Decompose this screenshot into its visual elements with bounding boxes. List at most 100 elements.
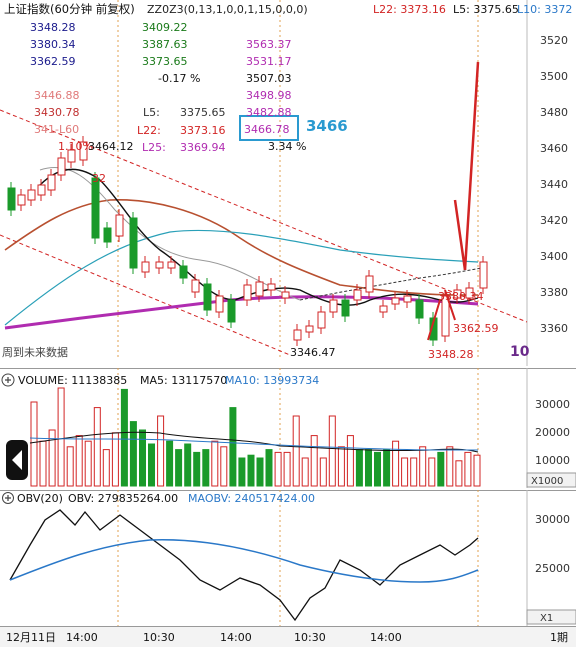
- volume-bar: [355, 449, 363, 487]
- volume-bar: [383, 449, 391, 487]
- ytick: 3380: [540, 286, 568, 299]
- volume-bar: [193, 451, 201, 487]
- faded-val: 3446.88: [34, 89, 80, 102]
- arrow-red-4: [444, 289, 456, 321]
- volume-bar: [301, 457, 309, 487]
- ytick: 3480: [540, 106, 568, 119]
- volume-bar: [102, 449, 110, 487]
- collapse-icon-glyph: [5, 495, 11, 501]
- x-label: 12月11日: [6, 631, 56, 644]
- candle-body: [57, 157, 66, 176]
- volume-bar: [419, 446, 427, 487]
- volume-bar: [274, 451, 282, 487]
- volume-bar: [446, 446, 454, 487]
- faded-val: 341-L60: [34, 123, 79, 136]
- candle-body: [353, 289, 362, 301]
- candle-body: [191, 279, 200, 293]
- col2-val: 3409.22: [142, 21, 188, 34]
- volume-bar: [129, 421, 137, 487]
- indicator-label[interactable]: ZZ0Z3(0,13,1,0,0,1,15,0,0,0): [147, 3, 308, 16]
- volume-bar: [175, 449, 183, 487]
- volume-bar: [310, 435, 318, 487]
- obv-label[interactable]: OBV(20): [17, 492, 63, 505]
- col3-val: 3482.88: [246, 106, 292, 119]
- vol-ytick: 20000: [535, 426, 570, 439]
- candle-body: [305, 325, 314, 333]
- candle-body: [379, 305, 388, 313]
- volume-ma5: MA5: 13117570: [140, 374, 227, 387]
- channel-lower-line: [0, 234, 291, 356]
- volume-bar: [319, 457, 327, 487]
- volume-bar: [410, 457, 418, 487]
- ma-gray-line: [39, 166, 301, 301]
- l25-value: 3369.94: [180, 141, 226, 154]
- volume-bar: [464, 451, 472, 487]
- future-data-label: 周到未来数据: [2, 345, 68, 359]
- candle-body: [479, 261, 488, 289]
- volume-bar: [428, 457, 436, 487]
- chart-title[interactable]: 上证指数(60分钟 前复权): [4, 2, 135, 16]
- volume-bar: [401, 457, 409, 487]
- ytick: 3360: [540, 322, 568, 335]
- ytick: 3400: [540, 250, 568, 263]
- obv-ytick: 25000: [535, 562, 570, 575]
- volume-panel: VOLUME: 11138385 MA5: 13117570 MA10: 139…: [0, 368, 576, 488]
- candle-body: [179, 265, 188, 279]
- col1-val: 3348.28: [30, 21, 76, 34]
- candle-body: [281, 291, 290, 299]
- arrow-red-1: [453, 199, 467, 271]
- channel-upper-line: [0, 109, 528, 323]
- l22-value: 3373.16: [180, 124, 226, 137]
- l5-value: 3375.65: [180, 106, 226, 119]
- volume-bar: [157, 415, 165, 487]
- volume-bar: [247, 454, 255, 487]
- x-label: 10:30: [294, 631, 326, 644]
- volume-bar: [265, 449, 273, 487]
- x-label: 14:00: [220, 631, 252, 644]
- low2-label: 3348.28: [428, 348, 474, 361]
- candle-body: [341, 299, 350, 317]
- pct-left: 1.10%: [58, 140, 93, 153]
- volume-bar: [57, 387, 65, 487]
- vol-unit: X1000: [531, 476, 563, 487]
- ytick: 3460: [540, 142, 568, 155]
- candle-body: [203, 283, 212, 311]
- volume-bar: [256, 457, 264, 487]
- candle-body: [243, 284, 252, 301]
- obv-line: [9, 509, 479, 622]
- volume-bar: [148, 443, 155, 487]
- col1-val: 3362.59: [30, 55, 76, 68]
- candle-body: [429, 317, 438, 341]
- col3-val: 3498.98: [246, 89, 292, 102]
- vol-ytick: 10000: [535, 454, 570, 467]
- obv-chart: OBV(20) OBV: 279835264.00 MAOBV: 2405174…: [0, 490, 576, 626]
- candle-body: [415, 299, 424, 319]
- l10-top: L10: 3372: [517, 3, 572, 16]
- candle-body: [167, 261, 176, 269]
- ma-brown-line: [4, 198, 479, 296]
- col3-pct: 3.34 %: [268, 140, 306, 153]
- candle-body: [227, 299, 236, 323]
- volume-bar: [75, 435, 83, 487]
- volume-bar: [220, 446, 228, 487]
- col3-val: 3563.37: [246, 38, 292, 51]
- volume-bar: [166, 440, 174, 487]
- volume-label[interactable]: VOLUME: 11138385: [18, 374, 127, 387]
- candle-body: [141, 261, 150, 273]
- candle-body: [317, 311, 326, 329]
- l5-top: L5: 3375.65: [453, 3, 519, 16]
- l22-label: L22:: [137, 124, 161, 137]
- collapse-icon[interactable]: [2, 492, 14, 504]
- collapse-icon-glyph: [5, 377, 11, 383]
- volume-bar: [292, 415, 300, 487]
- volume-bar: [365, 449, 372, 487]
- collapse-icon[interactable]: [1, 373, 15, 387]
- x-label: 14:00: [66, 631, 98, 644]
- volume-bar: [139, 429, 146, 487]
- candle-body: [255, 281, 264, 297]
- red-32: 32: [92, 172, 106, 185]
- high-label: 3464.12: [88, 140, 134, 153]
- vol-ytick: 30000: [535, 398, 570, 411]
- volume-bar: [238, 457, 246, 487]
- candle-body: [365, 275, 374, 293]
